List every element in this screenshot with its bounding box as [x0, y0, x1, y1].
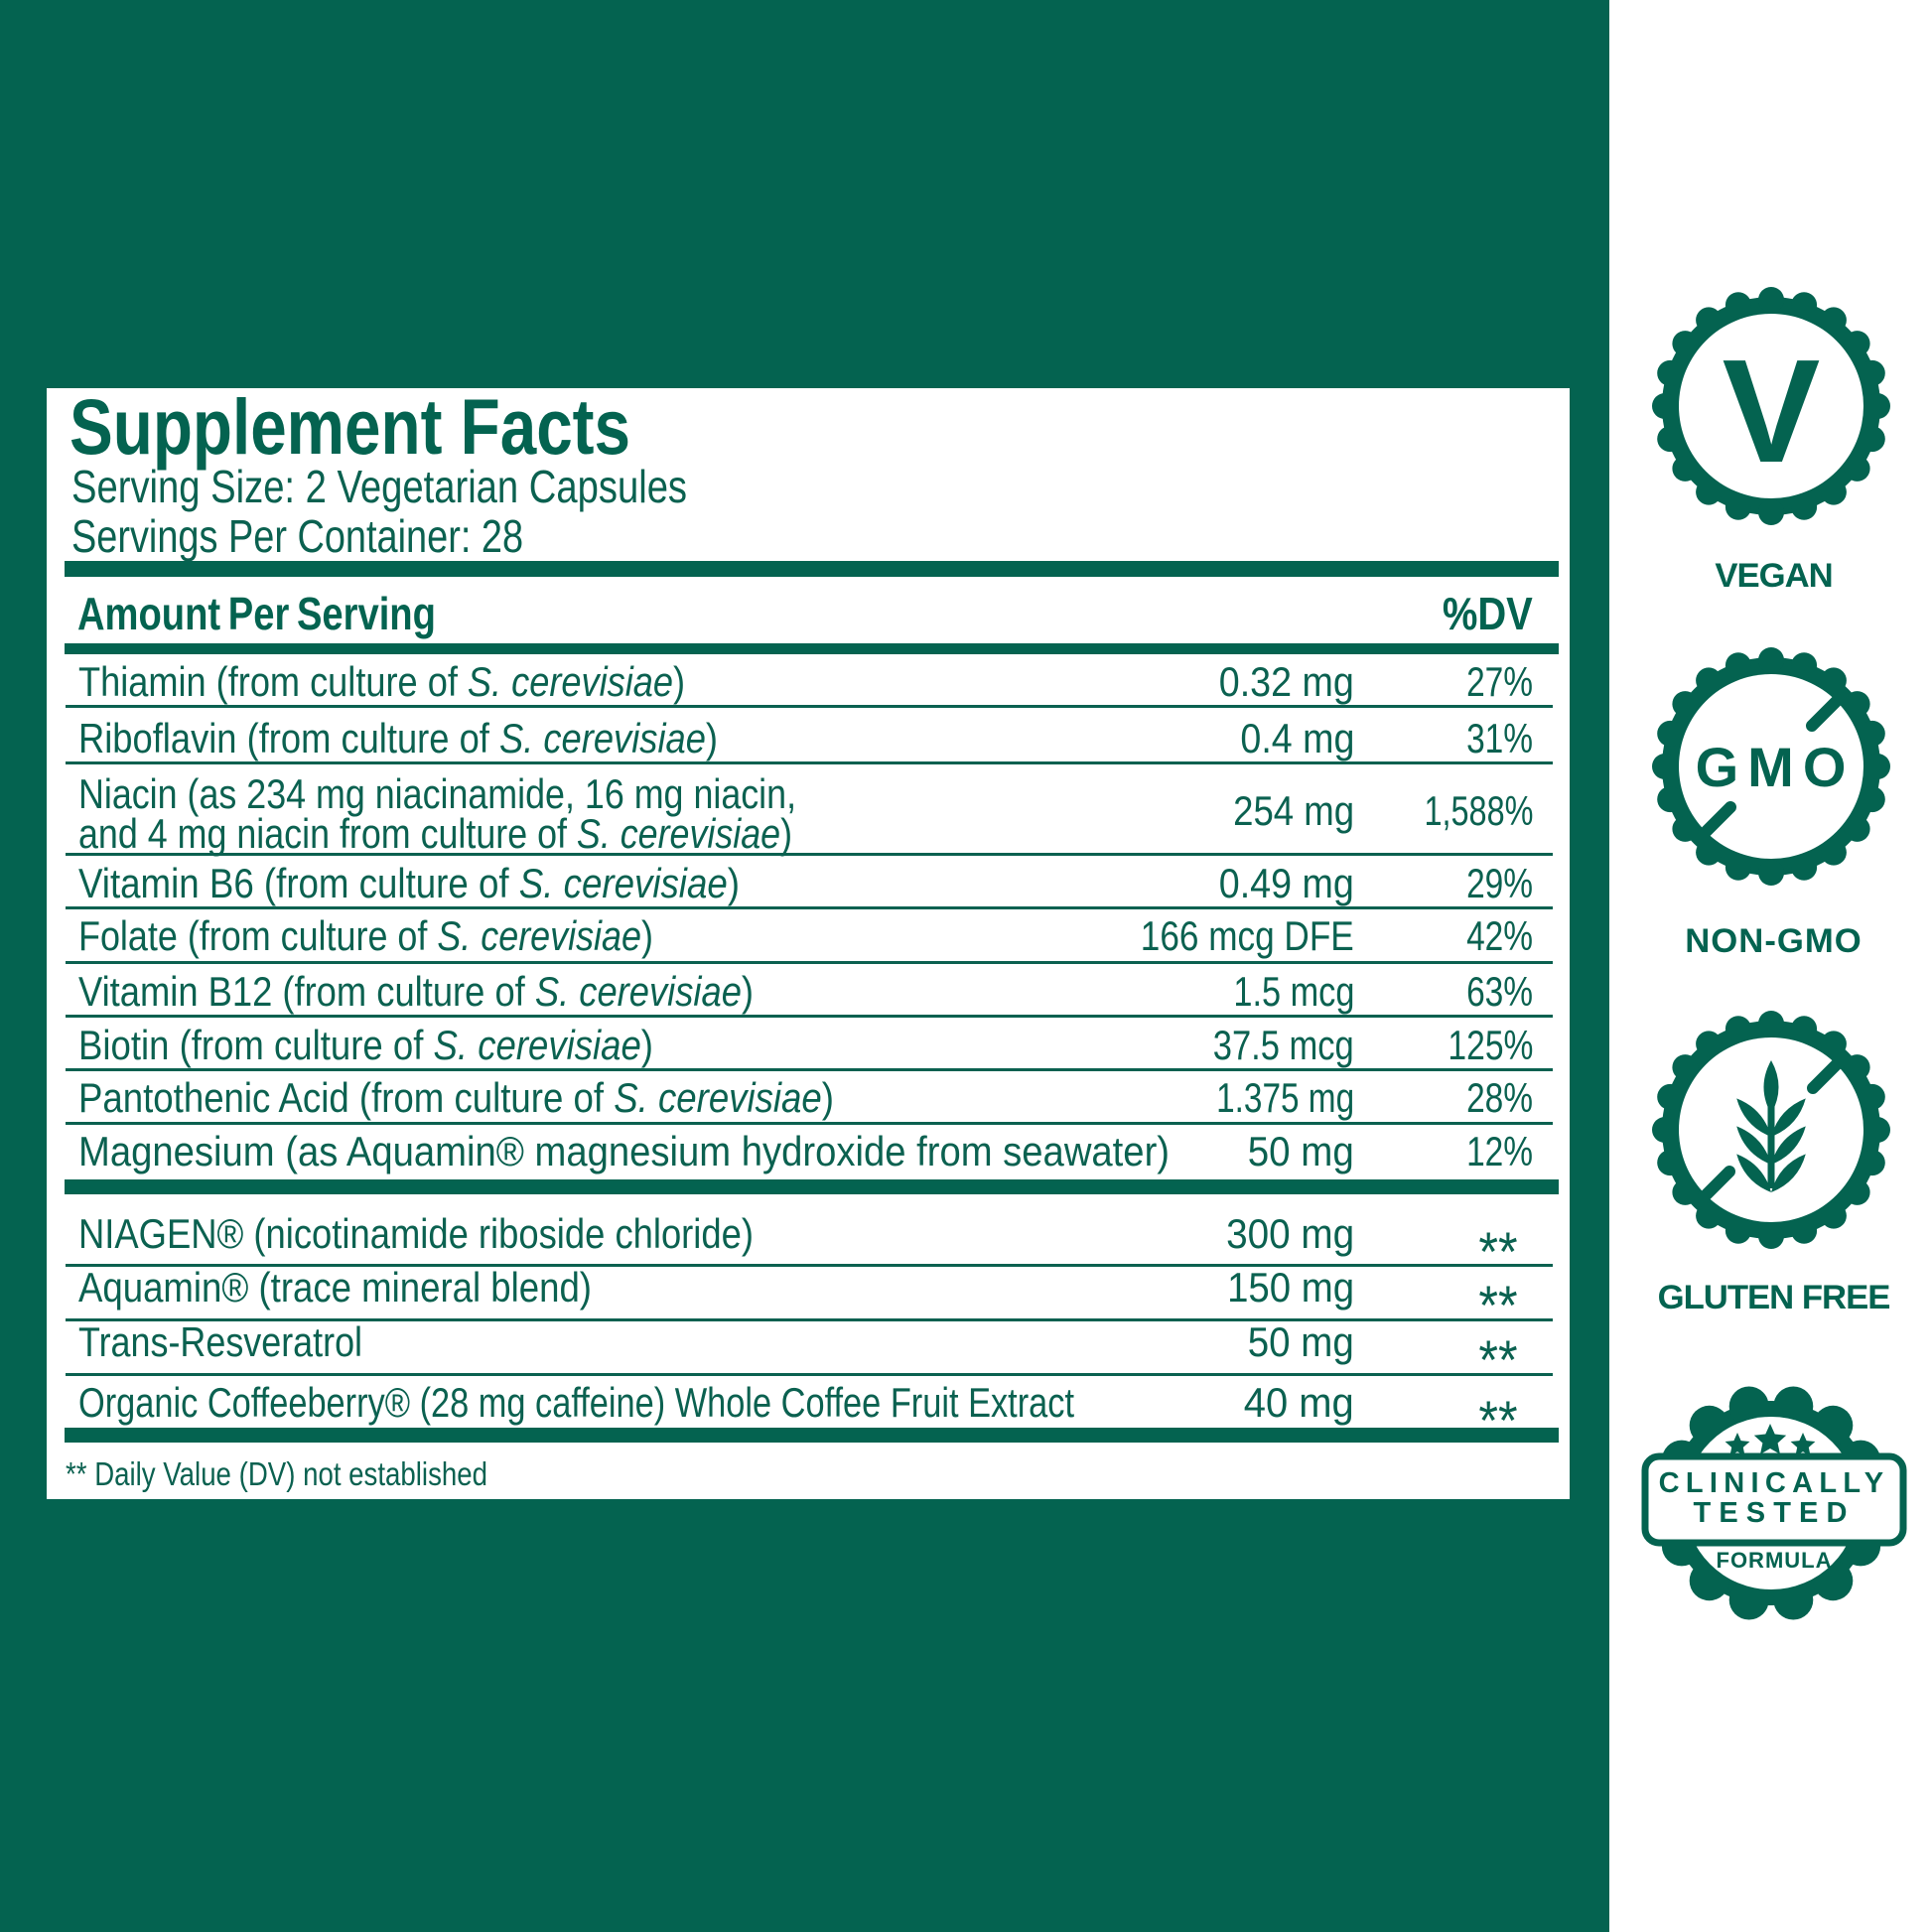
svg-text:FORMULA: FORMULA [1717, 1548, 1833, 1573]
svg-text:V: V [1723, 330, 1821, 493]
svg-text:CLINICALLY: CLINICALLY [1659, 1467, 1890, 1499]
svg-text:TESTED: TESTED [1694, 1497, 1856, 1529]
svg-text:GMO: GMO [1696, 736, 1856, 798]
